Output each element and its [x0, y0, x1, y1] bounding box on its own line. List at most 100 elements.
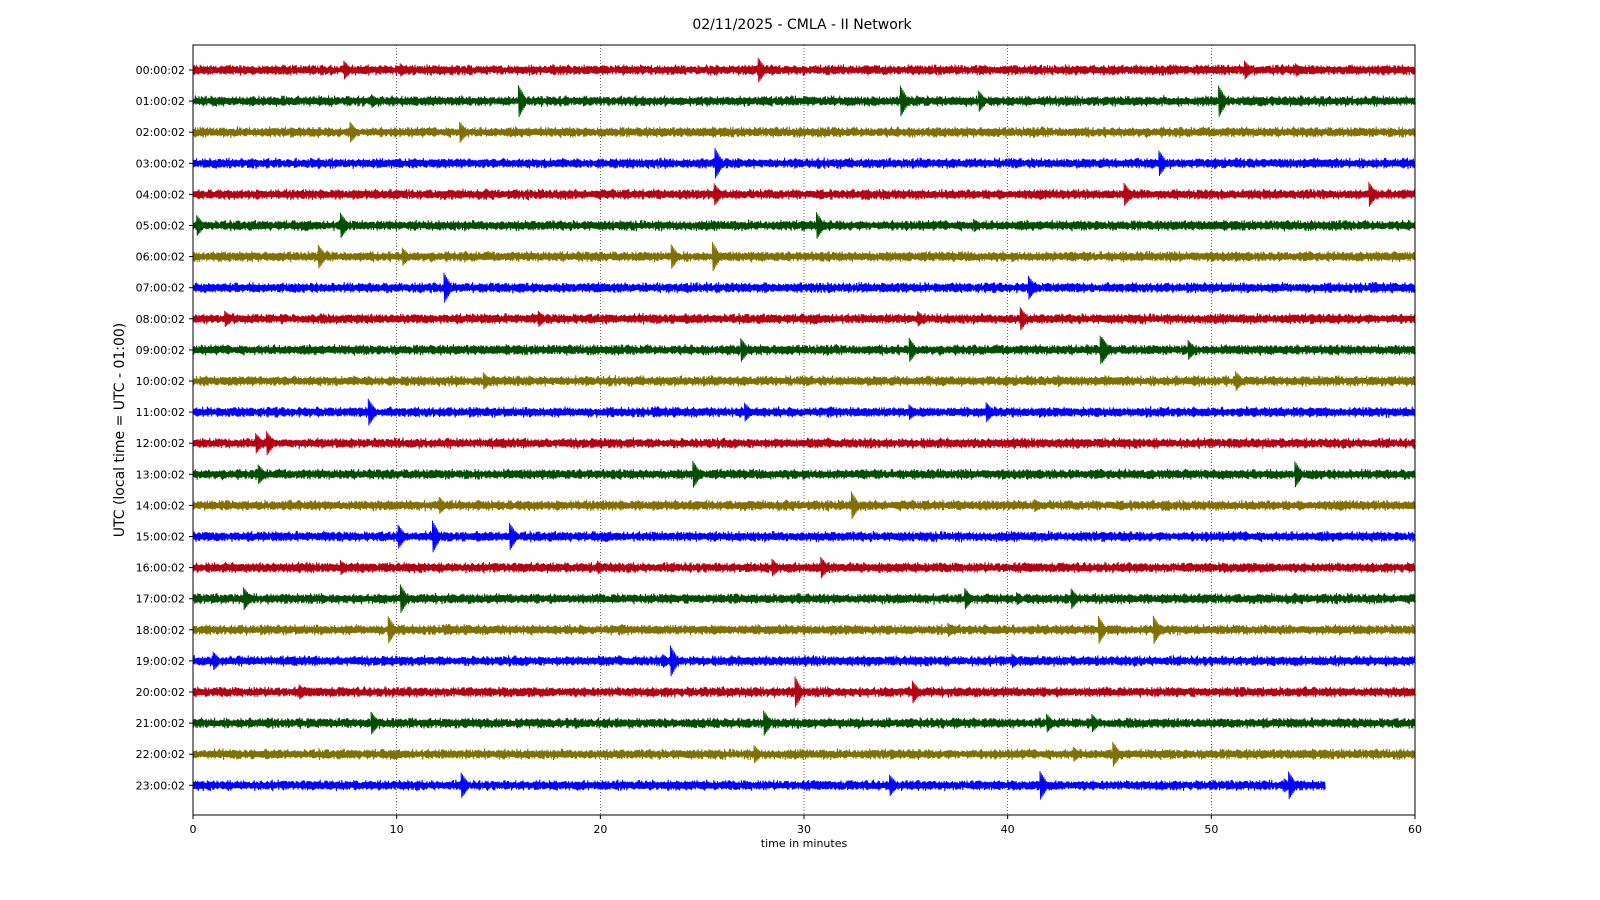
trace-spike — [298, 684, 307, 700]
row-time-label: 09:00:02 — [136, 344, 185, 357]
x-tick-label: 40 — [1001, 823, 1015, 836]
row-time-label: 22:00:02 — [136, 748, 185, 761]
trace-spike — [964, 588, 973, 610]
trace-spike — [771, 558, 780, 577]
row-time-labels: 00:00:02 01:00:02 02:00:02 03:00:02 04:00:02… — [136, 64, 193, 792]
trace-spike — [340, 560, 349, 576]
trace-line — [192, 343, 1416, 356]
trace-spike — [911, 680, 920, 704]
trace-spike — [753, 745, 762, 764]
trace-spike — [266, 431, 275, 456]
row-time-label: 03:00:02 — [136, 157, 185, 170]
trace-spike — [1070, 588, 1079, 609]
trace-spike — [443, 272, 452, 303]
trace-line — [192, 126, 1416, 139]
trace-spike — [1187, 339, 1196, 360]
trace-spike — [196, 215, 205, 236]
trace-spike — [1218, 85, 1227, 117]
trace-spike — [714, 148, 723, 179]
trace-spike — [438, 496, 447, 514]
trace-line — [192, 64, 1416, 76]
trace-spike — [1112, 741, 1121, 767]
trace-line — [192, 188, 1416, 201]
row-time-label: 10:00:02 — [136, 375, 185, 388]
trace-line — [192, 281, 1416, 294]
trace-spike — [1098, 615, 1107, 644]
x-tick-label: 0 — [190, 823, 197, 836]
trace-spike — [670, 645, 679, 677]
trace-spike — [1123, 182, 1132, 206]
trace-spike — [816, 212, 825, 239]
trace-spike — [978, 90, 987, 112]
trace-line — [192, 250, 1416, 263]
trace-line — [192, 779, 1326, 792]
trace-spike — [908, 337, 917, 362]
row-time-label: 21:00:02 — [136, 717, 185, 730]
trace-spike — [1057, 374, 1066, 388]
row-time-label: 00:00:02 — [136, 64, 185, 77]
trace-spike — [460, 772, 469, 798]
trace-spike — [1244, 60, 1253, 80]
row-time-label: 15:00:02 — [136, 531, 185, 544]
trace-line — [192, 468, 1416, 481]
trace-line — [192, 437, 1416, 450]
trace-line — [192, 717, 1416, 729]
trace-spike — [1046, 713, 1055, 733]
trace-spike — [432, 520, 441, 553]
trace-spike — [1235, 371, 1244, 391]
trace-spike — [340, 212, 349, 239]
trace-spike — [889, 774, 898, 797]
trace-line — [192, 499, 1416, 512]
trace-spike — [692, 460, 701, 488]
row-time-label: 18:00:02 — [136, 624, 185, 637]
trace-line — [192, 312, 1416, 325]
trace-spike — [401, 247, 410, 266]
trace-line — [192, 219, 1416, 232]
trace-spike — [459, 121, 468, 143]
trace-spike — [387, 616, 396, 644]
row-time-label: 23:00:02 — [136, 779, 185, 792]
trace-spike — [212, 651, 221, 671]
trace-spike — [370, 711, 379, 735]
row-time-label: 16:00:02 — [136, 562, 185, 575]
chart-title: 02/11/2025 - CMLA - II Network — [692, 17, 912, 33]
trace-line — [192, 592, 1416, 605]
trace-spike — [537, 310, 546, 327]
trace-spike — [317, 244, 326, 269]
trace-spike — [985, 402, 994, 423]
trace-spike — [1295, 63, 1304, 77]
trace-line — [192, 561, 1416, 574]
row-time-label: 06:00:02 — [136, 251, 185, 264]
trace-spike — [257, 464, 266, 485]
trace-spike — [820, 556, 829, 579]
trace-spike — [367, 398, 376, 426]
row-time-label: 19:00:02 — [136, 655, 185, 668]
trace-spike — [1368, 182, 1377, 207]
trace-spike — [850, 491, 859, 520]
trace-spike — [224, 310, 233, 327]
y-axis-label: UTC (local time = UTC - 01:00) — [112, 323, 128, 538]
trace-spike — [399, 63, 408, 77]
row-time-label: 17:00:02 — [136, 593, 185, 606]
trace-spike — [740, 338, 749, 362]
trace-line — [192, 375, 1416, 387]
trace-spike — [1027, 275, 1036, 300]
trace-line — [192, 406, 1416, 419]
trace-line — [192, 686, 1416, 698]
trace-lines — [192, 57, 1416, 800]
trace-spike — [1033, 498, 1042, 513]
row-time-label: 14:00:02 — [136, 499, 185, 512]
row-time-label: 02:00:02 — [136, 126, 185, 139]
trace-spike — [397, 524, 406, 549]
row-time-label: 20:00:02 — [136, 686, 185, 699]
trace-spike — [1152, 615, 1161, 644]
x-tick-label: 20 — [593, 823, 607, 836]
trace-spike — [349, 121, 358, 143]
trace-spike — [1158, 150, 1167, 177]
trace-spike — [399, 584, 408, 613]
trace-line — [192, 157, 1416, 170]
trace-spike — [1019, 307, 1028, 331]
x-tick-label: 50 — [1204, 823, 1218, 836]
row-time-label: 01:00:02 — [136, 95, 185, 108]
